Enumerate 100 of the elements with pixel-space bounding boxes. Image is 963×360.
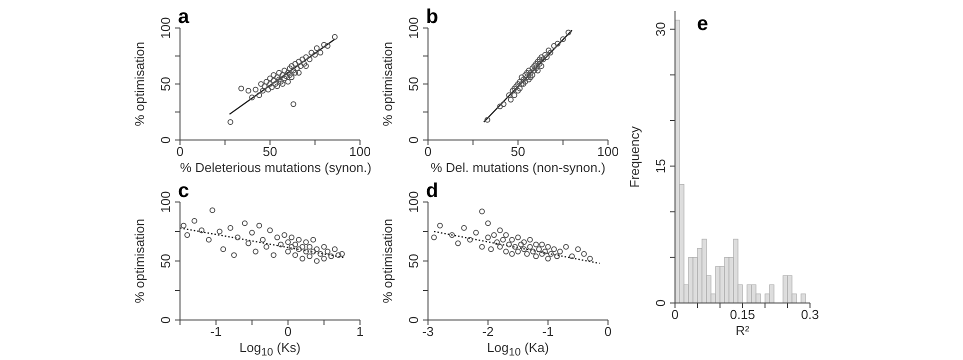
point [437,222,443,228]
point [278,78,284,85]
point [286,65,293,72]
point [303,239,309,246]
point [306,244,312,250]
point [265,86,272,92]
point [515,248,521,254]
x-tick-label: -1 [542,324,554,340]
point [500,101,506,108]
point [264,244,270,250]
point [280,81,286,87]
point [314,258,320,264]
point [249,230,255,236]
point [473,230,479,236]
point [278,242,284,248]
point [260,236,266,243]
point [314,45,320,52]
point [508,96,514,103]
point [285,239,291,246]
point [533,60,539,67]
point [234,234,240,240]
point [497,104,503,110]
point [285,70,291,76]
y-tick-label: 0 [158,136,173,144]
point [449,232,455,238]
point [286,72,293,78]
x-tick-label: 100 [349,144,371,160]
point [288,234,294,240]
chart-title: e [697,13,708,36]
point [256,222,262,228]
point [292,242,298,248]
point [306,56,312,62]
x-tick-label: 0 [671,307,679,322]
point [308,50,314,56]
point [270,78,276,84]
point [536,56,542,62]
point [566,30,572,36]
y-tick-label: 50 [406,254,421,268]
point [282,68,288,74]
point [551,246,557,252]
x-tick-label: 100 [597,144,619,160]
point [310,236,316,243]
point [292,60,298,67]
point [554,40,560,47]
x-axis-title: % Del. mutations (non-synon.) [430,160,606,175]
point [521,246,527,252]
x-axis-title: Log$_{10}$ (Ks) [238,340,302,359]
point [530,248,536,254]
point [575,246,581,252]
point [252,248,258,254]
point [310,248,316,254]
point [321,244,327,250]
point [318,251,324,257]
point [524,251,530,257]
point [506,242,512,248]
point [431,234,437,240]
point [192,218,198,224]
point [545,256,551,262]
point [321,42,327,48]
point [268,84,275,90]
point [545,244,551,250]
point [336,252,342,258]
x-tick-label: 50 [510,144,526,160]
point [461,225,467,231]
y-tick-label: 15 [653,158,668,174]
point [249,94,255,100]
point [288,244,294,250]
point [512,244,518,250]
point [312,52,318,58]
point [300,56,306,62]
point [274,83,280,90]
y-axis-title: % optimisation [380,40,396,128]
point [479,244,485,250]
point [554,253,560,260]
point [283,73,290,80]
point [296,58,302,64]
point [339,251,345,257]
x-tick-label: 0 [176,144,184,160]
point [581,251,587,257]
point [455,240,461,246]
point [542,52,548,58]
point [292,70,298,76]
point [527,244,533,250]
x-axis-title: % Deleterious mutations (synon.) [180,160,372,175]
point [520,81,526,87]
x-axis-title: Log$_{10}$ (Ka) [486,340,550,359]
point [332,34,338,40]
point [324,248,330,254]
point [270,252,276,258]
point [515,234,521,240]
point [216,228,222,234]
point [324,43,330,49]
point [296,70,302,76]
point [533,65,539,72]
point [512,86,518,92]
point [272,81,278,87]
point [485,234,491,240]
chart-title: b [426,6,438,29]
point [539,251,545,257]
x-tick-label: 1 [356,324,364,340]
